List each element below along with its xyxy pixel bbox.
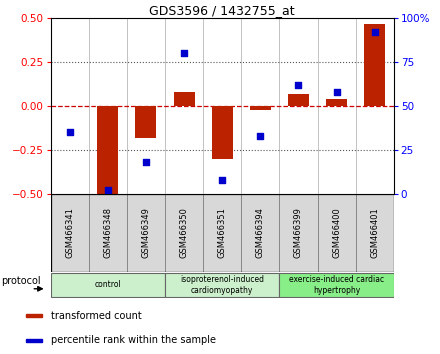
Bar bbox=[136, 106, 157, 138]
Point bbox=[66, 130, 73, 135]
Bar bbox=[364, 24, 385, 106]
Text: percentile rank within the sample: percentile rank within the sample bbox=[51, 335, 216, 345]
Point bbox=[180, 51, 187, 56]
Text: isoproterenol-induced
cardiomyopathy: isoproterenol-induced cardiomyopathy bbox=[180, 275, 264, 295]
Point bbox=[143, 159, 150, 165]
Bar bbox=[250, 106, 271, 109]
Bar bbox=[26, 339, 42, 342]
Bar bbox=[97, 106, 118, 194]
Point bbox=[257, 133, 264, 139]
Bar bbox=[326, 99, 347, 106]
Bar bbox=[51, 273, 165, 297]
Bar bbox=[26, 314, 42, 317]
Bar bbox=[203, 194, 241, 272]
Bar bbox=[165, 273, 279, 297]
Text: exercise-induced cardiac
hypertrophy: exercise-induced cardiac hypertrophy bbox=[289, 275, 384, 295]
Point bbox=[219, 177, 226, 182]
Point bbox=[295, 82, 302, 88]
Text: GSM466399: GSM466399 bbox=[294, 207, 303, 258]
Bar bbox=[279, 194, 318, 272]
Title: GDS3596 / 1432755_at: GDS3596 / 1432755_at bbox=[150, 4, 295, 17]
Bar bbox=[165, 194, 203, 272]
Bar bbox=[356, 194, 394, 272]
Text: GSM466394: GSM466394 bbox=[256, 207, 265, 258]
Text: GSM466348: GSM466348 bbox=[103, 207, 112, 258]
Bar bbox=[318, 194, 356, 272]
Text: protocol: protocol bbox=[1, 276, 40, 286]
Bar bbox=[51, 194, 89, 272]
Point bbox=[104, 187, 111, 193]
Text: GSM466400: GSM466400 bbox=[332, 207, 341, 258]
Text: GSM466341: GSM466341 bbox=[65, 207, 74, 258]
Bar bbox=[127, 194, 165, 272]
Bar bbox=[279, 273, 394, 297]
Text: transformed count: transformed count bbox=[51, 310, 141, 321]
Text: GSM466349: GSM466349 bbox=[141, 207, 150, 258]
Text: GSM466350: GSM466350 bbox=[180, 207, 189, 258]
Point bbox=[371, 30, 378, 35]
Bar bbox=[212, 106, 233, 159]
Point bbox=[333, 89, 340, 95]
Text: control: control bbox=[95, 280, 121, 289]
Bar bbox=[174, 92, 194, 106]
Bar bbox=[241, 194, 279, 272]
Bar bbox=[89, 194, 127, 272]
Text: GSM466351: GSM466351 bbox=[218, 207, 227, 258]
Text: GSM466401: GSM466401 bbox=[370, 207, 379, 258]
Bar bbox=[288, 94, 309, 106]
